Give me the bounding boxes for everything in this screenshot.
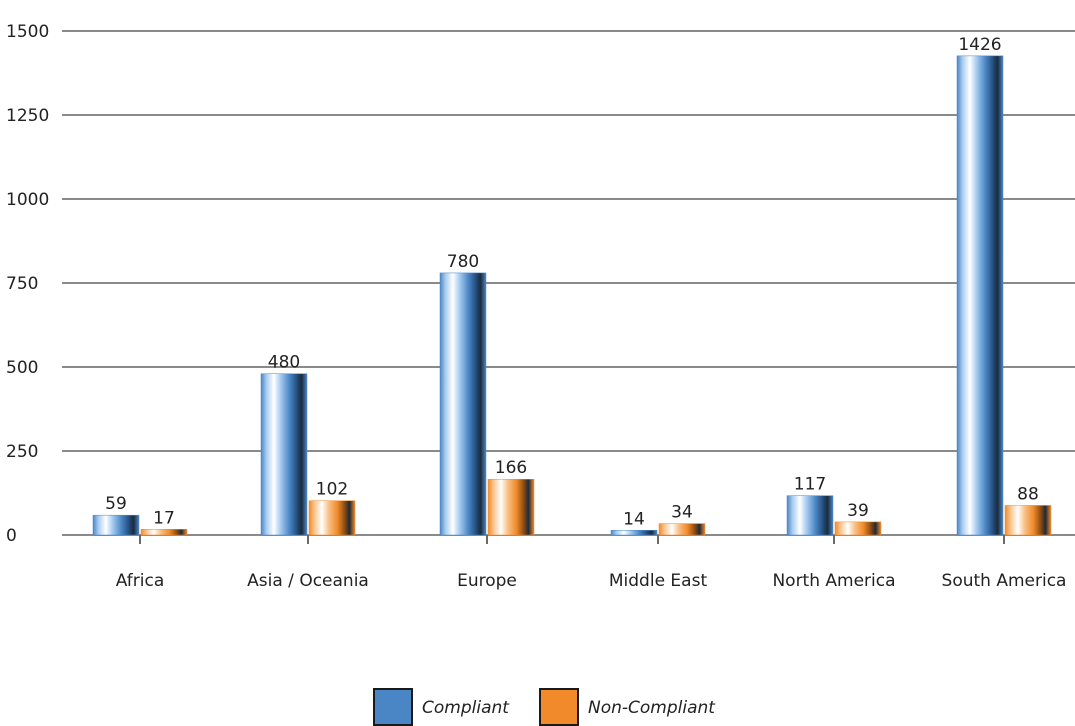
y-tick-label: 0 (6, 526, 17, 546)
data-label: 34 (671, 503, 693, 523)
bar-non-compliant-3 (658, 523, 706, 536)
data-label: 14 (623, 509, 645, 529)
data-label: 480 (268, 353, 300, 373)
bar-non-compliant-5 (1004, 505, 1052, 536)
gridlines (62, 30, 1075, 536)
x-category-label: South America (942, 571, 1067, 591)
data-label: 102 (316, 480, 348, 500)
legend-swatch-compliant (373, 688, 413, 726)
bar-non-compliant-2 (487, 478, 535, 536)
bar-non-compliant-1 (308, 500, 356, 536)
bar-compliant-5 (956, 55, 1004, 536)
bar-compliant-0 (92, 514, 140, 536)
data-label: 1426 (958, 35, 1001, 55)
legend: Compliant Non-Compliant (373, 688, 716, 726)
bars (92, 55, 1052, 536)
x-category-label: Africa (116, 571, 165, 591)
data-label: 780 (447, 252, 479, 272)
y-axis-ticks: 0 250 500 750 1000 1250 1500 (6, 22, 49, 546)
data-label: 117 (794, 475, 826, 495)
x-category-label: Asia / Oceania (247, 571, 369, 591)
legend-label: Compliant (422, 698, 510, 718)
data-label: 88 (1017, 484, 1039, 504)
bar-compliant-2 (439, 272, 487, 536)
data-label: 17 (153, 508, 175, 528)
x-category-label: North America (772, 571, 895, 591)
y-tick-label: 250 (6, 442, 38, 462)
y-tick-label: 1000 (6, 190, 49, 210)
legend-swatch-non-compliant (539, 688, 579, 726)
data-label: 59 (105, 494, 127, 514)
bar-compliant-4 (786, 495, 834, 536)
bar-compliant-1 (260, 373, 308, 536)
data-labels: 59 480 780 14 117 1426 17 102 166 34 39 88 (105, 35, 1039, 529)
y-tick-label: 1250 (6, 106, 49, 126)
x-category-label: Europe (457, 571, 517, 591)
legend-label: Non-Compliant (588, 698, 716, 718)
bar-compliant-3 (610, 530, 658, 536)
y-tick-label: 500 (6, 358, 38, 378)
y-tick-label: 750 (6, 274, 38, 294)
data-label: 39 (847, 501, 869, 521)
y-tick-label: 1500 (6, 22, 49, 42)
bar-non-compliant-4 (834, 521, 882, 536)
data-label: 166 (495, 458, 527, 478)
bar-non-compliant-0 (140, 529, 188, 536)
x-category-label: Middle East (609, 571, 708, 591)
x-axis: Africa Asia / Oceania Europe Middle East Nor… (116, 535, 1067, 591)
